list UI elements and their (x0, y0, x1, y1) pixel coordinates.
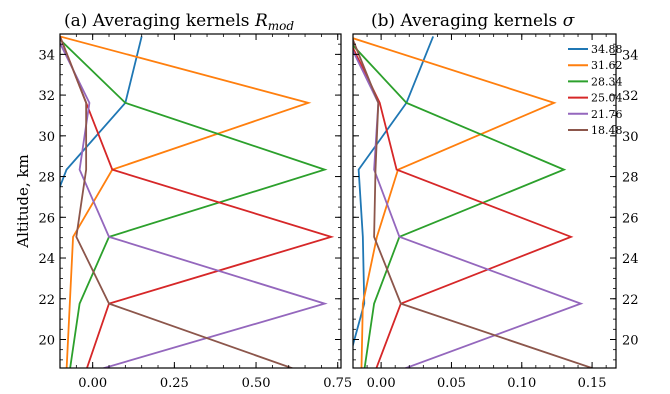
y-axis-label: Altitude, km (14, 154, 32, 248)
legend-label: 21.76 (591, 108, 623, 121)
series-line-18-48 (353, 37, 595, 368)
legend-label: 28.34 (591, 75, 623, 88)
y-tick-label: 32 (622, 89, 639, 104)
legend: 34.88 31.62 28.34 25.04 21.76 18.48 (568, 43, 623, 137)
x-tick-label: 0.05 (437, 376, 466, 391)
axes-frame (352, 33, 617, 369)
series-line-18-48 (60, 36, 295, 368)
axes-frame (59, 33, 342, 369)
y-tick-label: 24 (622, 252, 639, 267)
x-tick-label: 0.50 (242, 376, 271, 391)
series-group (60, 35, 335, 368)
series-line-21-76 (353, 48, 584, 368)
series-line-34-88 (353, 36, 435, 349)
title-symbol: σ (563, 11, 575, 31)
series-line-21-76 (60, 41, 328, 368)
title-symbol: R (254, 11, 268, 31)
series-line-31-62 (60, 35, 312, 368)
legend-label: 18.48 (591, 124, 623, 137)
series-line-25-04 (60, 36, 335, 368)
series-line-28-34 (353, 44, 567, 368)
y-tick-label: 28 (38, 171, 55, 186)
legend-label: 31.62 (591, 59, 623, 72)
y-tick-label: 22 (622, 293, 639, 308)
y-tick-label: 30 (38, 130, 55, 145)
y-tick-label: 34 (622, 48, 639, 63)
x-tick-label: 0.25 (160, 376, 189, 391)
y-tick-label: 28 (622, 171, 639, 186)
chart-title: (b) Averaging kernels σ (371, 11, 575, 31)
title-subscript: mod (268, 19, 295, 33)
x-tick-label: 0.00 (367, 376, 396, 391)
legend-label: 25.04 (591, 92, 623, 105)
y-tick-label: 30 (622, 130, 639, 145)
series-line-34-88 (60, 36, 143, 189)
x-tick-label: 0.00 (78, 376, 107, 391)
y-tick-label: 26 (38, 211, 55, 226)
title-main: (b) Averaging kernels (371, 11, 563, 31)
series-line-28-34 (60, 38, 328, 368)
x-tick-label: 0.10 (507, 376, 536, 391)
panel-b: 0.00 0.05 0.10 0.15 20 22 24 26 28 30 32 34 (b) Aver… (352, 11, 639, 391)
panel-a: 0.00 0.25 0.50 0.75 20 22 24 26 28 30 32 34 (a) Aver… (14, 11, 352, 391)
x-tick-label: 0.75 (323, 376, 352, 391)
chart-title: (a) Averaging kernels Rmod (64, 11, 294, 33)
y-tick-label: 24 (38, 252, 55, 267)
y-tick-label: 20 (38, 333, 55, 348)
y-tick-label: 20 (622, 333, 639, 348)
y-tick-label: 34 (38, 48, 55, 63)
x-tick-label: 0.15 (578, 376, 607, 391)
y-tick-label: 32 (38, 89, 55, 104)
y-tick-label: 22 (38, 293, 55, 308)
legend-label: 34.88 (591, 43, 623, 56)
title-main: (a) Averaging kernels (64, 11, 255, 31)
y-tick-label: 26 (622, 211, 639, 226)
series-group (353, 36, 595, 368)
